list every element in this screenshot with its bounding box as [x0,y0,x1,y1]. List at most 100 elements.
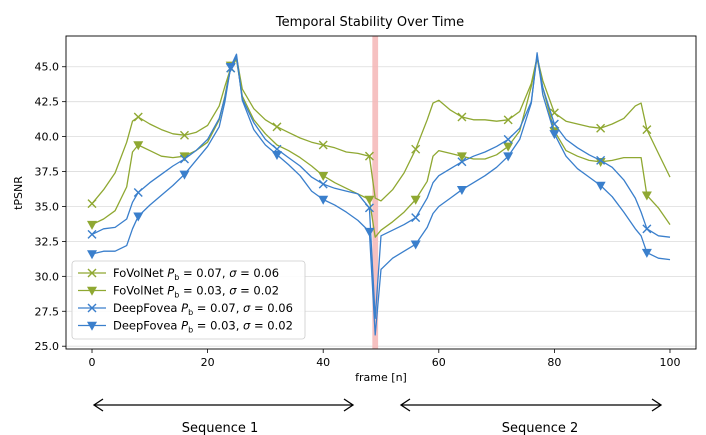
legend-sigma: σ [243,301,251,315]
legend-subscript: b [188,326,193,335]
triangle-marker [595,158,606,168]
triangle-marker [641,191,652,201]
x-marker [133,112,143,122]
legend-sigma-value: = 0.06 [250,301,293,315]
legend: FoVolNet Pb = 0.07, σ = 0.06 FoVolNet Pb … [71,260,306,340]
x-tick-label: 60 [432,356,446,369]
x-marker [364,203,374,213]
triangle-marker [410,240,421,250]
y-tick-label: 45.0 [35,61,60,74]
x-marker-stroke [411,213,421,223]
x-marker-stroke [87,229,97,239]
y-tick-label: 27.5 [35,305,60,318]
legend-label: FoVolNet Pb = 0.07, σ = 0.06 [113,266,279,282]
triangle-marker [87,220,98,230]
sequence-2-arrow-right-head [651,398,663,412]
x-marker-stroke [179,130,189,140]
x-marker-stroke [503,134,513,144]
x-marker [272,122,282,132]
triangle-marker [179,152,190,162]
y-tick-label: 37.5 [35,166,60,179]
x-marker-stroke [596,123,606,133]
x-marker-stroke [642,224,652,234]
triangle-marker [271,151,282,161]
triangle-marker [225,62,236,72]
x-marker [179,130,189,140]
x-marker [457,157,467,167]
triangle-marker [318,171,329,181]
series-4 [87,52,671,336]
x-marker [87,229,97,239]
x-marker-stroke [411,144,421,154]
triangle-marker [456,185,467,195]
legend-sigma: σ [229,284,237,298]
x-marker-stroke [457,157,467,167]
legend-subscript: b [174,291,179,300]
x-marker [411,213,421,223]
triangle-marker [503,142,514,152]
x-marker-stroke [87,303,97,313]
x-marker [596,123,606,133]
triangle-marker [179,170,190,180]
x-marker [318,179,328,189]
chart-title: Temporal Stability Over Time [275,15,464,30]
x-marker [87,199,97,209]
x-marker [133,188,143,197]
sequence-1-arrow-left-head [92,398,104,412]
x-marker-stroke [87,268,97,278]
triangle-marker [641,248,652,258]
x-tick-label: 80 [547,356,561,369]
legend-sigma-value: = 0.02 [250,319,293,333]
x-marker-stroke [457,112,467,122]
sequence-1-label: Sequence 1 [182,421,259,435]
triangle-marker [364,227,375,237]
x-marker-stroke [133,112,143,122]
sequence-2-annotation: Sequence 2 [399,398,663,435]
legend-name: FoVolNet [113,266,167,280]
x-marker-stroke [318,140,328,150]
legend-sigma: σ [243,319,251,333]
sequence-1-arrow-right-head [343,398,355,412]
sequence-2-arrow-left-head [399,398,411,412]
x-marker [457,112,467,122]
series-line [91,56,671,205]
x-marker-stroke [133,188,143,197]
legend-name: DeepFovea [113,319,181,333]
triangle-marker [364,195,375,205]
triangle-marker [87,286,97,296]
y-tick-label: 40.0 [35,131,60,144]
triangle-marker [410,195,421,205]
x-tick-label: 20 [201,356,215,369]
x-tick-label: 40 [316,356,330,369]
y-tick-label: 30.0 [35,270,60,283]
x-marker [318,140,328,150]
legend-param: P [167,284,174,298]
x-marker-stroke [364,203,374,213]
triangle-marker [87,250,98,260]
x-axis-label: frame [n] [355,371,407,384]
legend-param-value: = 0.03, [179,284,229,298]
x-marker [503,115,513,125]
triangle-marker [456,152,467,162]
x-marker-stroke [318,179,328,189]
x-marker [642,224,652,234]
tick-layer: 25.0 27.5 30.0 32.5 35.0 37.5 40.0 42.5 45.0 0 20 4… [35,61,681,369]
series-line [91,54,671,319]
sequence-2-label: Sequence 2 [502,421,579,435]
x-marker [596,155,606,165]
legend-name: DeepFovea [113,301,181,315]
x-tick-label: 100 [659,356,680,369]
x-marker-stroke [179,154,189,164]
x-marker-stroke [87,199,97,209]
triangle-marker [87,321,97,331]
y-tick-label: 25.0 [35,340,60,353]
triangle-marker [318,195,329,205]
legend-param: P [181,319,188,333]
highlight-band [372,36,379,349]
legend-name: FoVolNet [113,284,167,298]
legend-box [71,260,306,340]
x-marker [411,144,421,154]
legend-param-value: = 0.07, [179,266,229,280]
series-line [91,52,671,336]
x-marker-stroke [596,155,606,165]
